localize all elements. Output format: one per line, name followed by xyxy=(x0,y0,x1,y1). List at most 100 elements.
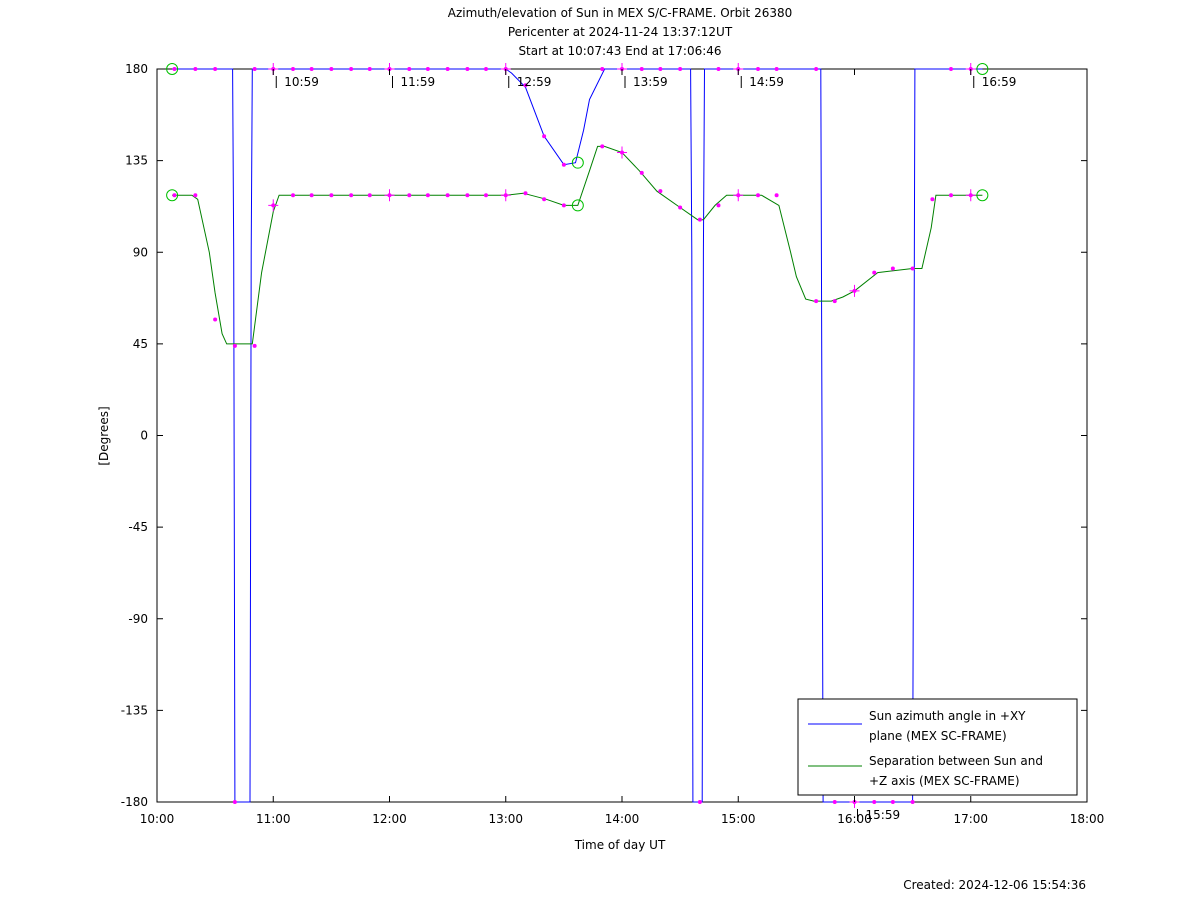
sample-point xyxy=(639,67,644,71)
start-end-circle xyxy=(166,63,179,75)
sample-point xyxy=(716,67,721,71)
sample-point xyxy=(193,193,198,198)
sample-point xyxy=(172,67,177,71)
hour-cross-marker xyxy=(733,189,744,202)
sample-point xyxy=(407,193,412,198)
sample-point xyxy=(465,67,470,71)
time-annotation-label: 14:59 xyxy=(749,75,784,89)
marker-layer xyxy=(166,63,989,808)
x-tick-label: 11:00 xyxy=(256,812,291,826)
sample-point xyxy=(561,162,566,167)
sample-point xyxy=(890,266,895,271)
sample-point xyxy=(309,193,314,198)
sample-point xyxy=(930,197,935,202)
sample-point xyxy=(232,800,237,804)
y-tick-label: 180 xyxy=(125,62,148,76)
y-tick-label: -45 xyxy=(128,520,148,534)
sample-point xyxy=(814,67,819,71)
legend-label-azimuth-line2: plane (MEX SC-FRAME) xyxy=(869,729,1007,743)
chart-subtitle-pericenter: Pericenter at 2024-11-24 13:37:12UT xyxy=(508,25,733,39)
hour-cross-marker xyxy=(965,189,976,202)
y-tick-label: 135 xyxy=(125,154,148,168)
sample-point xyxy=(639,170,644,175)
chart-subtitle-start-end: Start at 10:07:43 End at 17:06:46 xyxy=(518,44,721,58)
y-tick-label: -90 xyxy=(128,612,148,626)
sample-point xyxy=(483,67,488,71)
chart-title-block: Azimuth/elevation of Sun in MEX S/C-FRAM… xyxy=(448,6,793,58)
sample-point xyxy=(483,193,488,198)
sample-point xyxy=(948,67,953,71)
sample-point xyxy=(890,800,895,804)
sample-point xyxy=(172,193,177,198)
sample-point xyxy=(291,193,296,198)
y-tick-label: -135 xyxy=(121,703,148,717)
time-annotation-label: 12:59 xyxy=(517,75,552,89)
y-tick-label: 90 xyxy=(133,245,148,259)
hour-cross-marker xyxy=(384,189,395,202)
sample-point xyxy=(872,270,877,275)
x-tick-label: 12:00 xyxy=(372,812,407,826)
sample-point xyxy=(561,203,566,208)
sample-point xyxy=(542,134,547,139)
sample-point xyxy=(658,189,663,194)
sample-point xyxy=(193,67,198,71)
sample-point xyxy=(910,800,915,804)
sample-point xyxy=(291,67,296,71)
x-tick-label: 10:00 xyxy=(140,812,175,826)
x-tick-label: 17:00 xyxy=(953,812,988,826)
sample-point xyxy=(523,191,528,196)
sample-point xyxy=(600,67,605,71)
plot-frame xyxy=(156,68,1088,803)
sample-point xyxy=(309,67,314,71)
time-annotation-label: 13:59 xyxy=(633,75,668,89)
x-axis-label: Time of day UT xyxy=(574,838,666,852)
sample-point xyxy=(774,193,779,198)
legend-label-separation-line2: +Z axis (MEX SC-FRAME) xyxy=(869,774,1020,788)
series-line-separation xyxy=(172,145,983,345)
y-axis-label: [Degrees] xyxy=(97,406,111,465)
sample-point xyxy=(658,67,663,71)
sample-point xyxy=(349,67,354,71)
sample-point xyxy=(232,343,237,348)
start-end-circle xyxy=(976,189,989,202)
sample-point xyxy=(349,193,354,198)
sample-point xyxy=(678,67,683,71)
sample-point xyxy=(465,193,470,198)
hour-cross-marker xyxy=(617,146,627,159)
axes-layer: 10:00 11:00 12:00 13:00 14:00 15:00 16:00 17:00… xyxy=(121,62,1105,826)
sample-point xyxy=(252,343,257,348)
start-end-circle xyxy=(976,63,989,75)
x-tick-label: 15:00 xyxy=(721,812,756,826)
legend: Sun azimuth angle in +XY plane (MEX SC-F… xyxy=(797,698,1078,796)
sample-point xyxy=(600,144,605,149)
sample-point xyxy=(445,193,450,198)
y-tick-label: -180 xyxy=(121,795,148,809)
x-tick-label: 16:00 xyxy=(837,812,872,826)
sample-point xyxy=(329,193,334,198)
sample-point xyxy=(425,193,430,198)
chart-title: Azimuth/elevation of Sun in MEX S/C-FRAM… xyxy=(448,6,793,20)
sample-point xyxy=(697,800,702,804)
start-end-circle xyxy=(166,189,179,202)
sample-point xyxy=(697,217,702,222)
sample-point xyxy=(678,205,683,210)
sample-point xyxy=(329,67,334,71)
time-annotation-label: 15:59 xyxy=(866,808,901,822)
sample-point xyxy=(252,67,257,71)
sample-point xyxy=(367,193,372,198)
series-line-azimuth xyxy=(172,68,983,803)
time-annotation-label: 16:59 xyxy=(982,75,1017,89)
y-tick-label: 45 xyxy=(133,337,148,351)
sample-point xyxy=(948,193,953,198)
created-timestamp: Created: 2024-12-06 15:54:36 xyxy=(903,878,1086,892)
sample-point xyxy=(716,203,721,208)
time-annotation-label: 11:59 xyxy=(401,75,436,89)
time-annotation-layer: 10:59 11:59 12:59 13:59 14:59 15:59 16:59 xyxy=(275,75,1017,822)
sample-point xyxy=(367,67,372,71)
start-end-circle xyxy=(571,199,584,212)
time-annotation-label: 10:59 xyxy=(284,75,319,89)
legend-label-azimuth-line1: Sun azimuth angle in +XY xyxy=(869,709,1026,723)
sample-point xyxy=(756,193,761,198)
sample-point xyxy=(756,67,761,71)
